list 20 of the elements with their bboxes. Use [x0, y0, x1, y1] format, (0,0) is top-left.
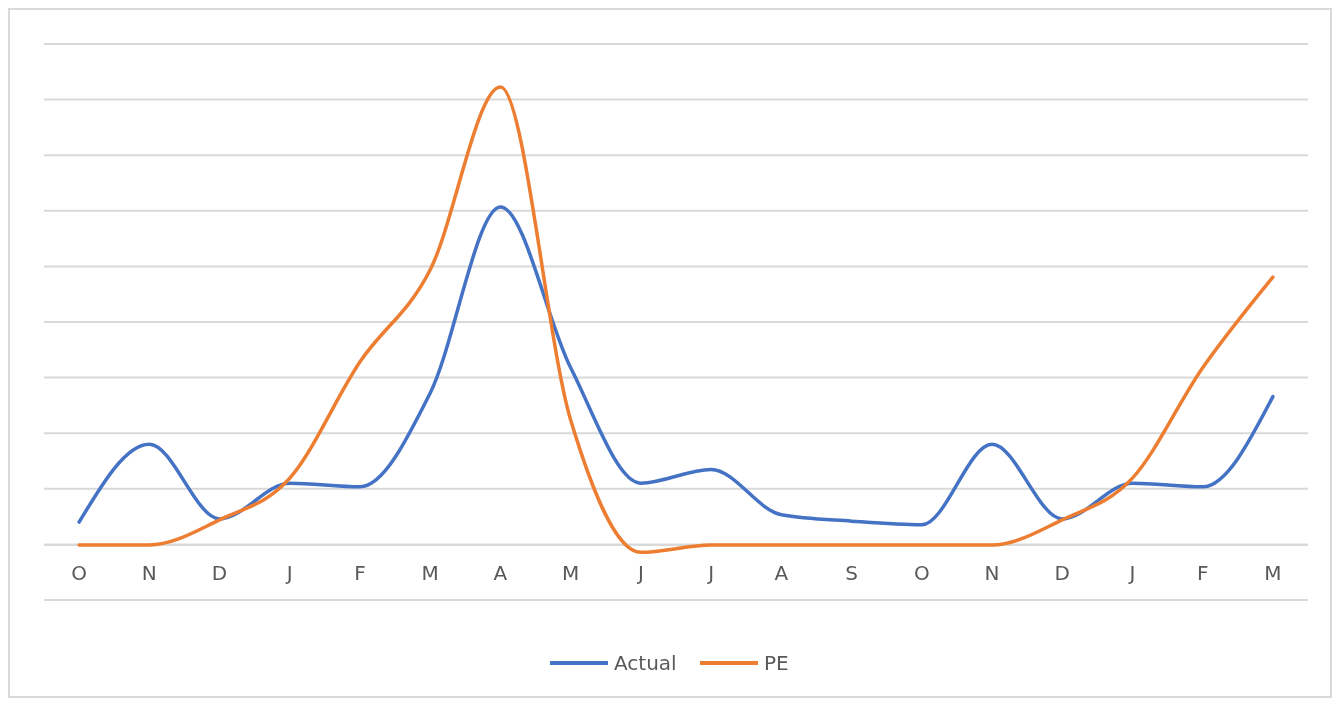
x-tick-label: M: [1264, 561, 1282, 585]
x-tick-label: F: [354, 561, 366, 585]
x-tick-label: O: [913, 561, 930, 585]
x-tick-label: S: [845, 561, 858, 585]
legend-label: Actual: [614, 651, 677, 675]
x-tick-label: J: [635, 561, 644, 585]
x-tick-label: N: [984, 561, 1000, 585]
x-tick-label: F: [1196, 561, 1209, 585]
x-tick-label: D: [1054, 561, 1070, 585]
x-tick-label: D: [211, 561, 228, 585]
x-tick-label: M: [562, 561, 580, 585]
x-tick-label: M: [421, 561, 439, 585]
x-tick-label: J: [284, 561, 293, 585]
x-tick-label: J: [706, 561, 715, 585]
x-tick-label: A: [774, 561, 789, 585]
x-tick-label: A: [493, 561, 508, 585]
legend-label: PE: [764, 651, 789, 675]
x-tick-label: N: [141, 561, 157, 585]
x-tick-label: O: [71, 561, 87, 585]
x-tick-label: J: [1127, 561, 1136, 585]
